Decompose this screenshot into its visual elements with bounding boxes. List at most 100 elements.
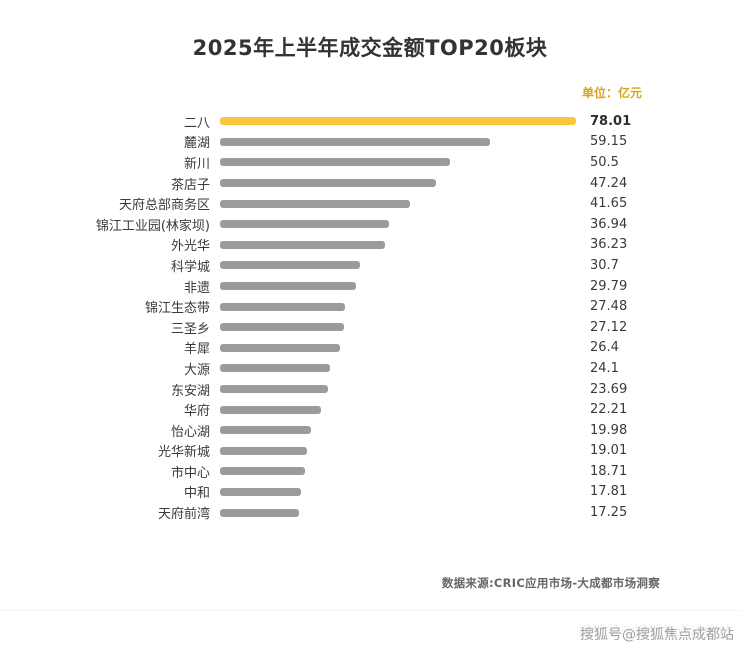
bar [220,323,344,332]
bar [220,261,361,270]
bar [220,158,451,167]
bar-row: 新川 50.5 [58,152,654,173]
bar-track [220,405,576,414]
value-label: 18.71 [590,463,628,479]
bar [220,446,307,455]
data-source-note: 数据来源:CRIC应用市场-大成都市场洞察 [441,576,660,590]
bar-row: 羊犀 26.4 [58,338,654,359]
bar [220,137,490,146]
bar [220,426,312,435]
category-label: 怡心湖 [170,424,210,440]
category-label: 光华新城 [157,445,210,461]
bar-track [220,426,576,435]
category-label: 新川 [183,156,210,172]
value-label: 29.79 [590,278,628,294]
value-label: 50.5 [590,154,619,170]
value-label: 41.65 [590,196,628,212]
bar [220,343,341,352]
category-label: 羊犀 [183,342,210,358]
bar [220,487,302,496]
bar-row: 怡心湖 19.98 [58,420,654,441]
bar-row: 锦江生态带 27.48 [58,296,654,317]
bar [220,240,386,249]
bar-track [220,508,576,517]
bar-row: 中和 17.81 [58,482,654,503]
category-label: 锦江工业园(林家坝) [95,218,210,234]
bar-row: 二八 78.01 [58,111,654,132]
value-label: 23.69 [590,381,628,397]
bar-row: 锦江工业园(林家坝) 36.94 [58,214,654,235]
bar-row: 华府 22.21 [58,399,654,420]
bar-track [220,302,576,311]
bar [220,302,346,311]
bar-row: 三圣乡 27.12 [58,317,654,338]
value-label: 47.24 [590,175,628,191]
bar-track [220,158,576,167]
bar-row: 麓湖 59.15 [58,132,654,153]
bar [220,282,356,291]
category-label: 东安湖 [170,383,210,399]
bar-row: 天府总部商务区 41.65 [58,193,654,214]
bar-track [220,487,576,496]
bar [220,385,329,394]
bar [220,179,436,188]
bar-chart: 二八 78.01 麓湖 59.15 新川 50.5 茶店子 47.24 天府总部商务区 41.65… [58,111,654,523]
bar-track [220,323,576,332]
category-label: 华府 [183,404,210,420]
unit-label: 单位：亿元 [581,86,642,100]
value-label: 27.48 [590,299,628,315]
value-label: 17.25 [590,505,628,521]
bar-row: 大源 24.1 [58,358,654,379]
category-label: 天府前湾 [157,507,210,523]
bar-track [220,137,576,146]
bar-track [220,220,576,229]
bar-row: 科学城 30.7 [58,255,654,276]
bar-track [220,446,576,455]
value-label: 59.15 [590,134,628,150]
bar-track [220,385,576,394]
value-label: 19.01 [590,443,628,459]
bar [220,467,306,476]
category-label: 大源 [183,362,210,378]
bar-row: 市中心 18.71 [58,461,654,482]
category-label: 外光华 [170,239,210,255]
category-label: 市中心 [170,465,210,481]
category-label: 锦江生态带 [144,301,210,317]
bar-highlighted [220,117,576,126]
bar-row: 非遗 29.79 [58,276,654,297]
bar-row: 东安湖 23.69 [58,379,654,400]
bar-row: 外光华 36.23 [58,235,654,256]
category-label: 二八 [183,115,210,131]
bar-row: 天府前湾 17.25 [58,502,654,523]
bar-track [220,261,576,270]
bar [220,364,330,373]
bar-row: 光华新城 19.01 [58,441,654,462]
category-label: 中和 [183,486,210,502]
value-label: 17.81 [590,484,628,500]
category-label: 茶店子 [170,177,210,193]
bar-track [220,364,576,373]
value-label: 22.21 [590,402,628,418]
category-label: 三圣乡 [170,321,210,337]
category-label: 非遗 [183,280,210,296]
bar-track [220,117,576,126]
value-label: 27.12 [590,319,628,335]
value-label: 24.1 [590,360,619,376]
bar-track [220,467,576,476]
bar [220,405,322,414]
bar-track [220,343,576,352]
bar [220,220,389,229]
value-label: 26.4 [590,340,619,356]
category-label: 麓湖 [183,136,210,152]
bar [220,508,299,517]
watermark: 搜狐号@搜狐焦点成都站 [580,627,734,643]
bar-track [220,240,576,249]
bar [220,199,411,208]
bar-track [220,282,576,291]
footer-divider [0,610,740,611]
value-label: 36.23 [590,237,628,253]
category-label: 科学城 [170,259,210,275]
value-label: 36.94 [590,216,628,232]
bar-chart-rows: 二八 78.01 麓湖 59.15 新川 50.5 茶店子 47.24 天府总部商务区 41.65… [58,111,654,523]
chart-title: 2025年上半年成交金额TOP20板块 [192,36,548,60]
